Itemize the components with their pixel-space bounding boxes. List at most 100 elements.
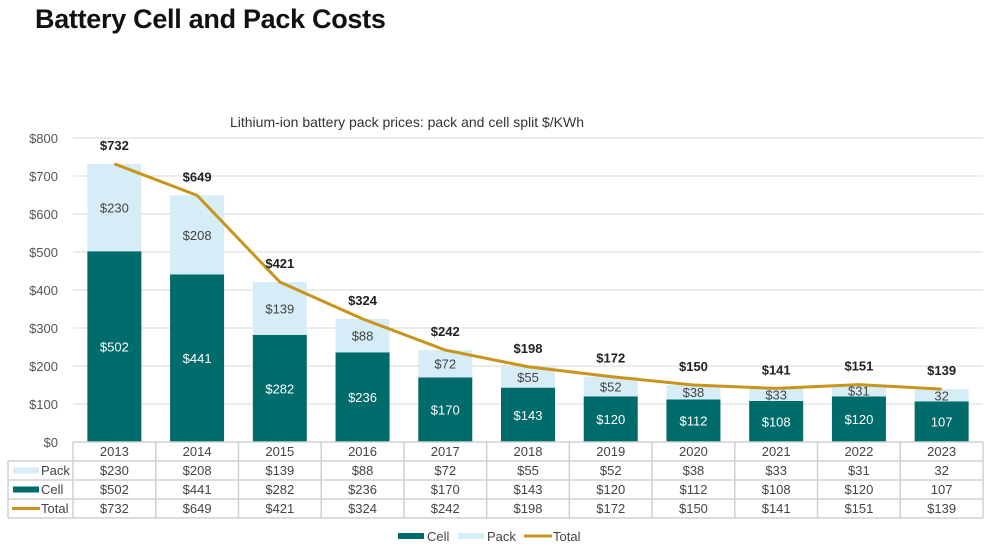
pack-value-label: $38 [683, 385, 705, 400]
chart-title: Lithium-ion battery pack prices: pack an… [230, 114, 584, 130]
table-cell: $649 [183, 501, 212, 516]
bar-cell [335, 352, 390, 442]
bar-cell [583, 396, 638, 442]
x-tick-label: 2018 [514, 444, 543, 459]
cell-value-label: $170 [431, 403, 460, 418]
table-key-cell [13, 486, 39, 493]
bar-pack [666, 385, 721, 400]
bar-cell [501, 387, 555, 442]
total-value-label: $732 [100, 138, 129, 153]
legend-key-cell [398, 533, 424, 539]
x-tick-label: 2019 [596, 444, 625, 459]
table-cell: $324 [348, 501, 377, 516]
bar-pack [831, 384, 886, 397]
table-cell: $172 [596, 501, 625, 516]
table-cell: 107 [931, 482, 953, 497]
table-cell: $139 [265, 463, 294, 478]
total-value-label: $139 [927, 363, 956, 378]
total-value-label: $324 [348, 293, 378, 308]
bar-cell [418, 377, 473, 442]
table-cell: $150 [679, 501, 708, 516]
x-tick-label: 2023 [927, 444, 956, 459]
table-cell: $31 [848, 463, 870, 478]
pack-value-label: $88 [352, 329, 374, 344]
cell-value-label: $282 [265, 381, 294, 396]
table-cell: $441 [183, 482, 212, 497]
bar-cell [749, 400, 804, 442]
y-tick-label: $800 [29, 131, 58, 146]
pack-value-label: $72 [434, 357, 456, 372]
legend-label: Total [553, 529, 581, 544]
y-tick-label: $400 [29, 283, 58, 298]
total-value-label: $649 [183, 169, 212, 184]
bars [87, 163, 969, 442]
table-cell: $151 [844, 501, 873, 516]
table-cell: $502 [100, 482, 129, 497]
table-cell: $170 [431, 482, 460, 497]
page-title: Battery Cell and Pack Costs [35, 4, 386, 34]
total-value-label: $242 [431, 324, 460, 339]
bar-pack [170, 195, 225, 275]
bar-pack [583, 376, 638, 397]
total-value-label: $151 [844, 359, 873, 374]
bar-pack [749, 388, 804, 401]
bar-cell [831, 396, 886, 442]
cell-value-label: $112 [679, 414, 707, 429]
table-cell: $732 [100, 501, 129, 516]
legend: Cell Pack Total [398, 529, 581, 544]
table-cell: $141 [762, 501, 791, 516]
cell-value-label: 107 [931, 415, 953, 430]
bar-pack [914, 389, 969, 402]
bar-pack [501, 366, 555, 388]
table-cell: $421 [265, 501, 294, 516]
x-tick-label: 2021 [762, 444, 791, 459]
table-key-pack [13, 467, 39, 474]
x-tick-label: 2015 [265, 444, 294, 459]
pack-value-label: $52 [600, 380, 622, 395]
y-tick-label: $200 [29, 359, 58, 374]
total-value-label: $198 [514, 341, 543, 356]
cell-value-label: $120 [596, 412, 625, 427]
table-row-label: Cell [41, 482, 64, 497]
table-cell: $120 [596, 482, 625, 497]
bar-pack [87, 163, 142, 252]
pack-value-label: $208 [183, 228, 212, 243]
pack-value-label: $33 [765, 388, 787, 403]
table-cell: $143 [514, 482, 543, 497]
total-series-line [113, 162, 942, 391]
x-tick-label: 2017 [431, 444, 460, 459]
y-axis-ticks: $0 $100 $200 $300 $400 $500 $600 $700 $800 [29, 131, 58, 450]
pack-value-label: $55 [517, 370, 539, 385]
pack-value-label: 32 [934, 388, 948, 403]
table-cell: $139 [927, 501, 956, 516]
pack-value-label: $139 [265, 301, 294, 316]
table-cell: $282 [265, 482, 294, 497]
total-value-label: $421 [265, 256, 294, 271]
table-cell: $33 [765, 463, 787, 478]
x-tick-label: 2013 [100, 444, 129, 459]
table-row-label: Total [41, 501, 69, 516]
y-tick-label: $100 [29, 397, 58, 412]
legend-label: Pack [487, 529, 516, 544]
bar-cell [170, 274, 225, 442]
table-cell: 32 [934, 463, 948, 478]
cell-value-label: $143 [514, 408, 543, 423]
table-cell: $55 [517, 463, 539, 478]
bar-cell [252, 334, 307, 442]
table-cell: $242 [431, 501, 460, 516]
table-cell: $230 [100, 463, 129, 478]
x-tick-label: 2014 [183, 444, 212, 459]
x-tick-label: 2020 [679, 444, 708, 459]
table-cell: $38 [683, 463, 705, 478]
table-row-label: Pack [41, 463, 70, 478]
total-line [113, 162, 942, 391]
pack-value-label: $31 [848, 384, 870, 399]
total-value-label: $172 [596, 351, 625, 366]
pack-value-label: $230 [100, 201, 129, 216]
table-cell: $112 [679, 482, 707, 497]
legend-key-pack [458, 533, 484, 539]
data-labels: $502 $230 $441 $208 $282 $139 $236 $88 $170 $72 $1… [100, 138, 956, 430]
y-tick-label: $0 [44, 435, 58, 450]
cell-value-label: $108 [762, 414, 791, 429]
